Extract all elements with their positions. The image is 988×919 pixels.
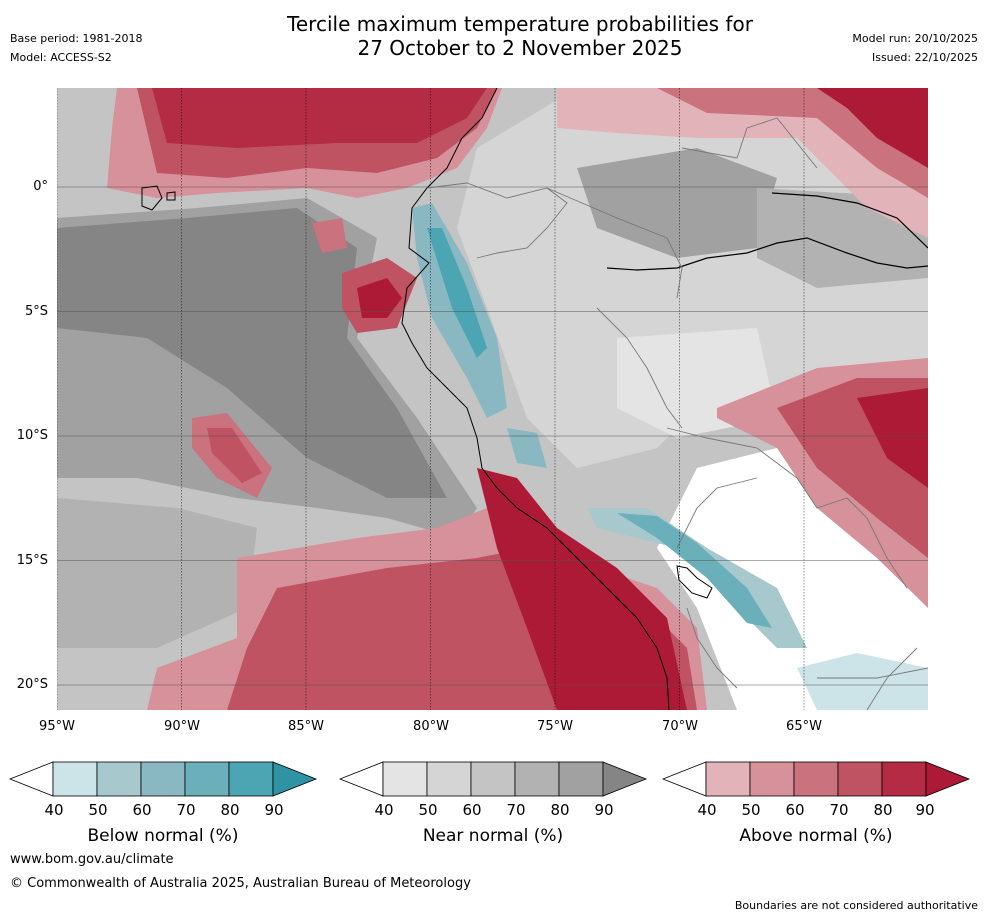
tick-near-90: 90 — [594, 801, 614, 819]
below-normal-patch-coast — [507, 428, 547, 468]
lon-label-80w: 80°W — [413, 719, 449, 734]
below-cb-bin-3 — [140, 761, 186, 797]
above-cb-bin-3 — [793, 761, 839, 797]
lat-label-0: 0° — [33, 179, 48, 194]
tick-below-90: 90 — [264, 801, 284, 819]
lon-label-70w: 70°W — [662, 719, 698, 734]
near-cb-max-extension — [602, 761, 648, 797]
tick-near-70: 70 — [506, 801, 526, 819]
below-cb-min-extension — [8, 761, 54, 797]
above-normal-90-ne — [817, 88, 928, 168]
graticule-latitudes — [57, 186, 928, 686]
above-cb-min-extension — [661, 761, 707, 797]
galapagos-island — [141, 185, 163, 211]
near-cb-min-extension — [338, 761, 384, 797]
above-normal-90-nw — [152, 88, 487, 148]
below-cb-bin-1 — [52, 761, 98, 797]
near-cb-bin-4 — [514, 761, 560, 797]
above-cb-bin-2 — [749, 761, 795, 797]
tick-below-50: 50 — [88, 801, 108, 819]
lon-label-85w: 85°W — [288, 719, 324, 734]
above-normal-patch-small — [312, 218, 347, 253]
tick-below-40: 40 — [44, 801, 64, 819]
near-normal-80-region-north — [577, 148, 777, 258]
above-normal-90-coast — [477, 468, 687, 710]
lat-label-15s: 15°S — [16, 553, 48, 568]
model-run-label: Model run: 20/10/2025 — [852, 32, 978, 45]
colorbar-above — [661, 761, 971, 797]
tick-above-60: 60 — [785, 801, 805, 819]
near-normal-region-nw — [57, 88, 117, 188]
lat-label-5s: 5°S — [24, 304, 48, 319]
below-normal-90-coast — [427, 228, 487, 358]
country-borders — [426, 117, 928, 710]
base-period-label: Base period: 1981-2018 — [10, 32, 143, 45]
colorbar-below — [8, 761, 318, 797]
boundaries-disclaimer: Boundaries are not considered authoritat… — [734, 899, 978, 912]
lat-label-20s: 20°S — [16, 677, 48, 692]
tick-near-40: 40 — [374, 801, 394, 819]
tick-above-70: 70 — [829, 801, 849, 819]
below-normal-80-inland — [617, 513, 772, 628]
lon-label-90w: 90°W — [164, 719, 200, 734]
near-cb-bin-1 — [382, 761, 428, 797]
below-cb-bin-2 — [96, 761, 142, 797]
probability-map — [57, 88, 928, 710]
tick-near-50: 50 — [418, 801, 438, 819]
near-normal-70-region — [57, 498, 257, 648]
below-cb-bin-4 — [184, 761, 230, 797]
below-cb-bin-5 — [228, 761, 274, 797]
above-cb-bin-5 — [881, 761, 927, 797]
below-normal-40-southeast — [797, 653, 928, 710]
lon-label-95w: 95°W — [39, 719, 75, 734]
tick-near-60: 60 — [462, 801, 482, 819]
website-link[interactable]: www.bom.gov.au/climate — [10, 852, 174, 867]
northern-river — [771, 192, 928, 249]
lake-titicaca — [676, 565, 713, 599]
tick-above-80: 80 — [873, 801, 893, 819]
above-cb-max-extension — [925, 761, 971, 797]
near-cb-bin-3 — [470, 761, 516, 797]
map-title: Tercile maximum temperature probabilitie… — [0, 12, 988, 60]
above-cb-bin-1 — [705, 761, 751, 797]
issued-label: Issued: 22/10/2025 — [871, 51, 978, 64]
above-cb-bin-4 — [837, 761, 883, 797]
model-label: Model: ACCESS-S2 — [10, 51, 112, 64]
galapagos-island-small — [166, 191, 176, 201]
tick-above-90: 90 — [915, 801, 935, 819]
colorbar-below-title: Below normal (%) — [87, 826, 239, 846]
lat-label-10s: 10°S — [16, 428, 48, 443]
tick-below-70: 70 — [176, 801, 196, 819]
near-cb-bin-5 — [558, 761, 604, 797]
title-line-2: 27 October to 2 November 2025 — [357, 36, 683, 60]
above-normal-80-patch-offshore — [207, 428, 262, 483]
tick-below-60: 60 — [132, 801, 152, 819]
lon-label-75w: 75°W — [537, 719, 573, 734]
copyright-text: © Commonwealth of Australia 2025, Austra… — [10, 876, 471, 891]
colorbar-above-title: Above normal (%) — [739, 826, 893, 846]
lon-label-65w: 65°W — [786, 719, 822, 734]
tick-above-50: 50 — [741, 801, 761, 819]
above-normal-90-patch-peru-north — [357, 278, 402, 318]
title-line-1: Tercile maximum temperature probabilitie… — [287, 12, 753, 36]
tick-near-80: 80 — [550, 801, 570, 819]
colorbar-near — [338, 761, 648, 797]
below-cb-max-extension — [272, 761, 318, 797]
above-normal-90-east — [857, 388, 928, 488]
near-cb-bin-2 — [426, 761, 472, 797]
tick-below-80: 80 — [220, 801, 240, 819]
amazon-river — [606, 237, 928, 271]
tick-above-40: 40 — [697, 801, 717, 819]
colorbar-near-title: Near normal (%) — [422, 826, 564, 846]
